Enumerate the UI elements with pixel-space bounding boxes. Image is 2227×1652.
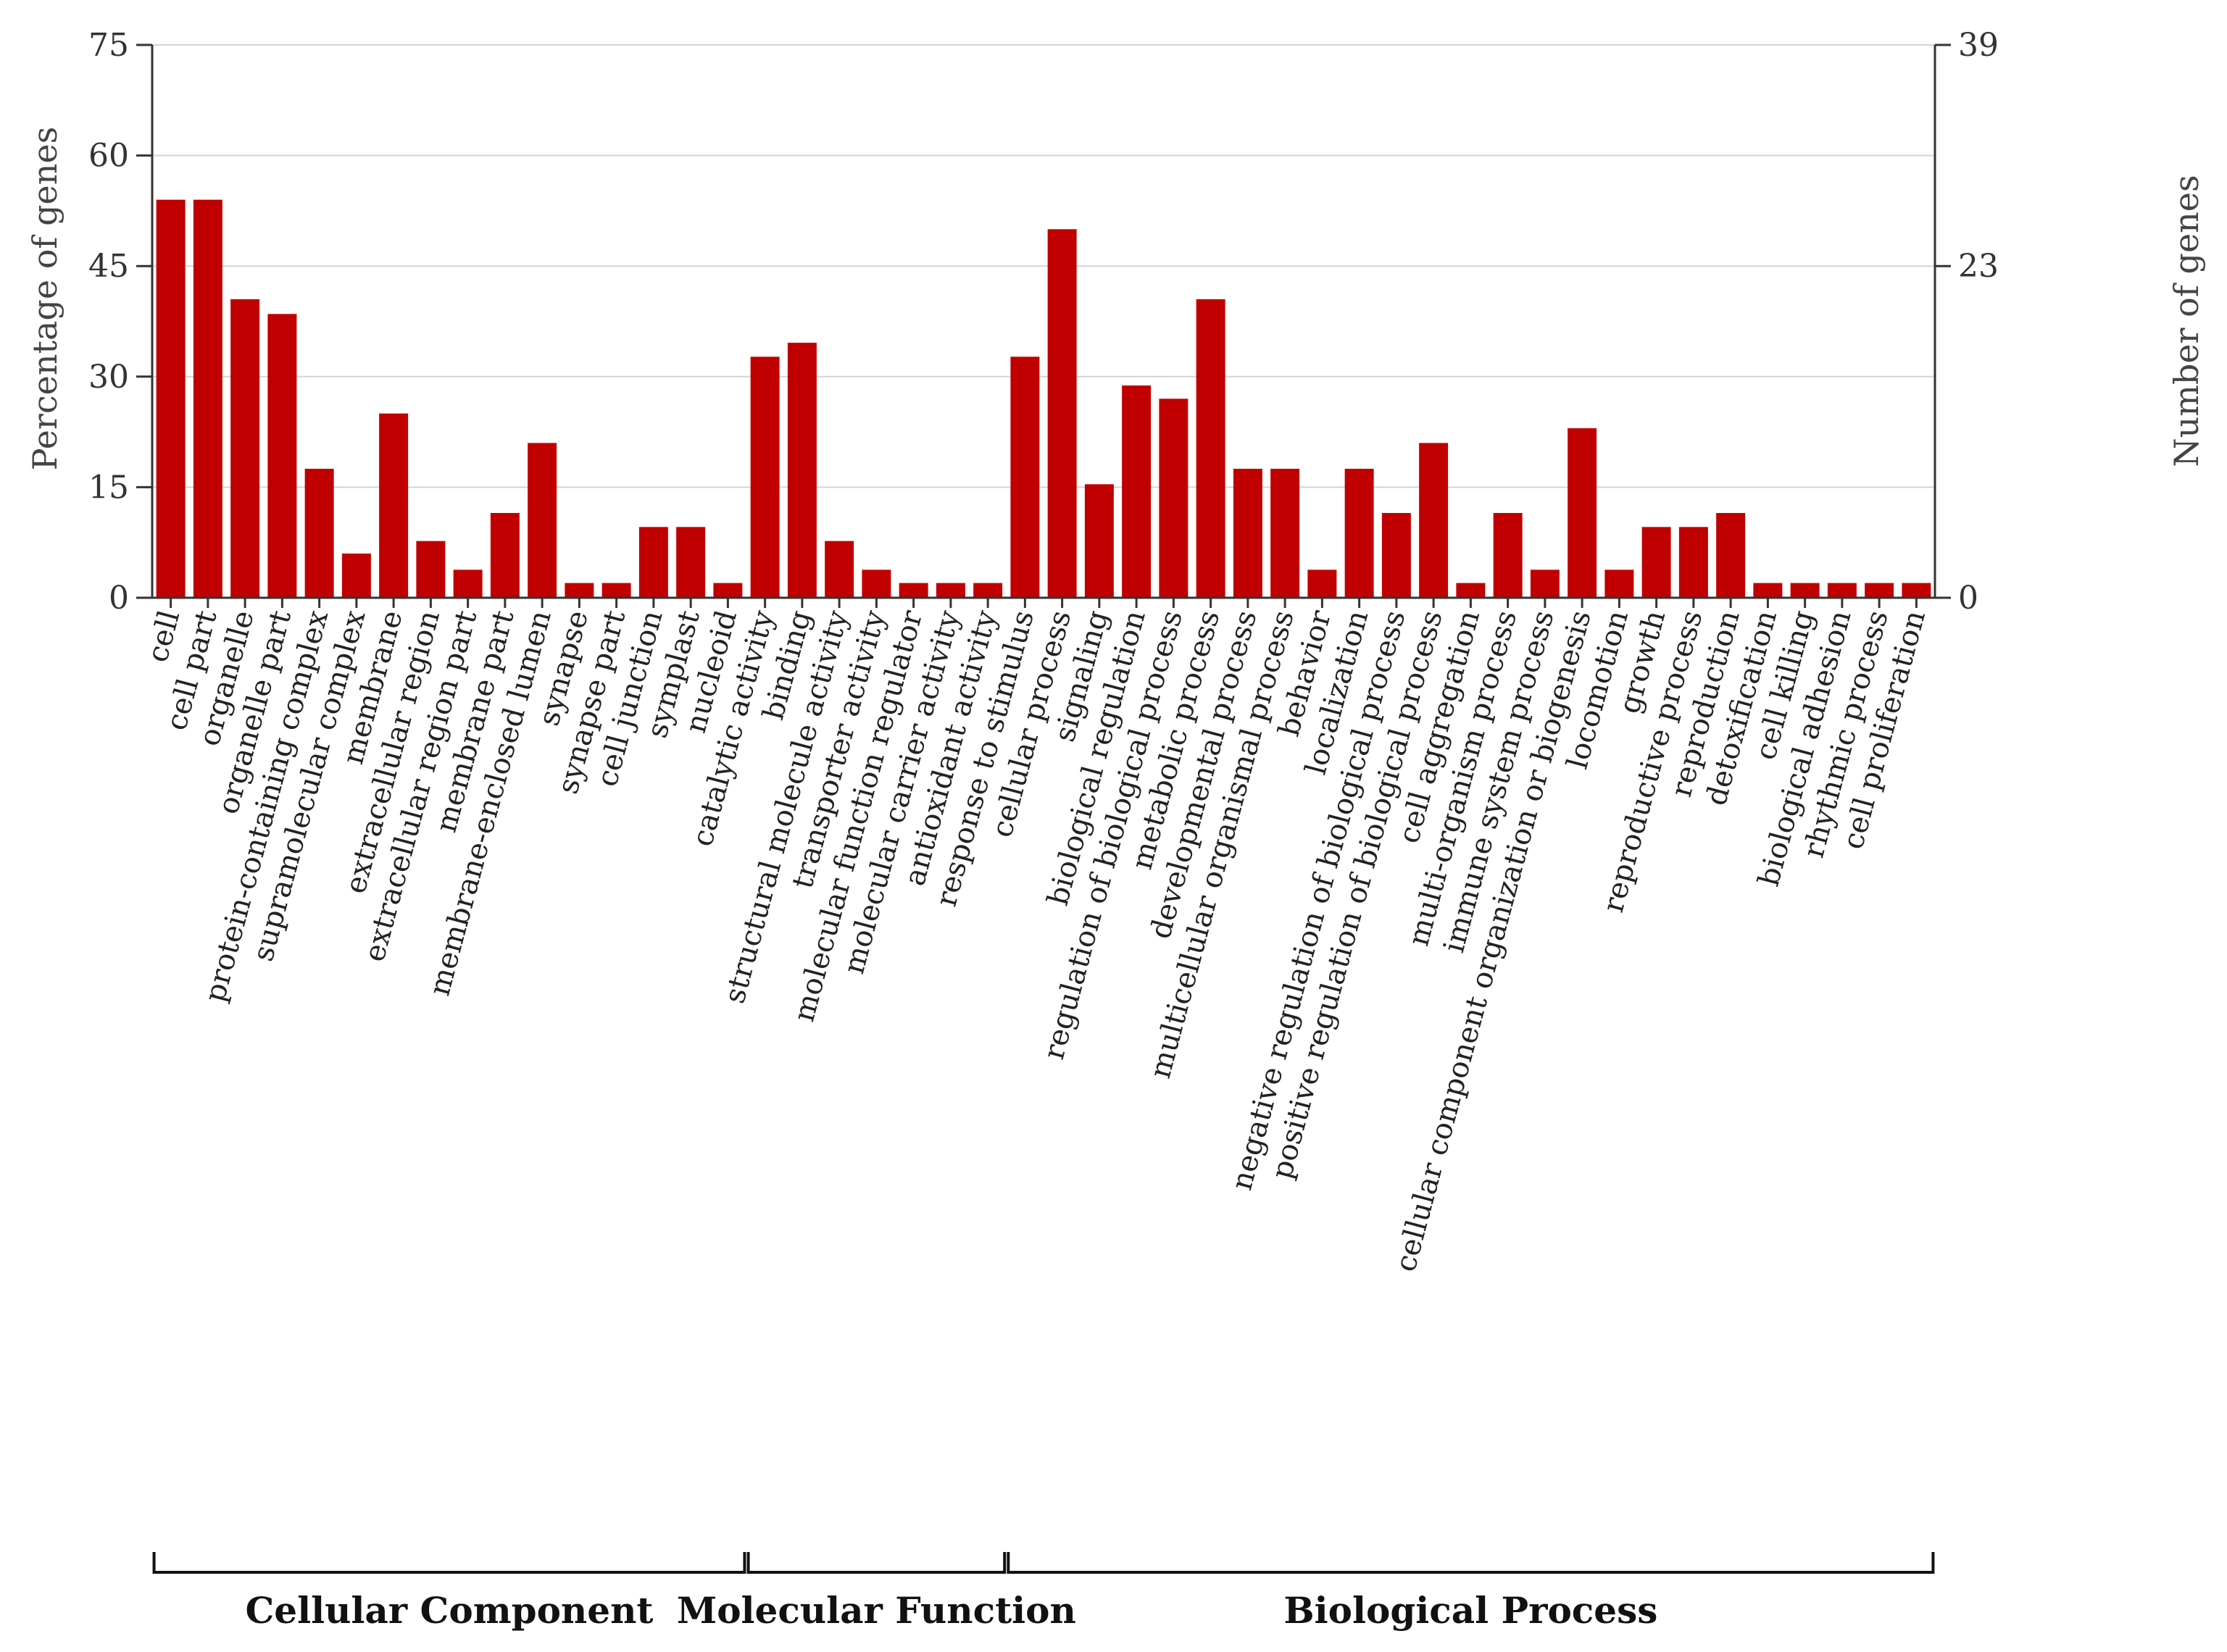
bar-5 xyxy=(341,553,371,598)
bar-30 xyxy=(1270,468,1300,598)
bar-0 xyxy=(156,199,186,598)
bar-26 xyxy=(1122,385,1152,598)
bar-37 xyxy=(1530,570,1560,598)
bar-35 xyxy=(1456,583,1486,598)
group-label: Cellular Component xyxy=(245,1589,653,1632)
bar-40 xyxy=(1641,527,1671,598)
bar-25 xyxy=(1084,484,1114,598)
left-tick-label: 0 xyxy=(109,580,129,617)
bar-21 xyxy=(936,583,965,598)
bar-32 xyxy=(1344,468,1374,598)
bar-12 xyxy=(602,583,631,598)
bar-6 xyxy=(379,413,409,598)
bar-36 xyxy=(1493,513,1523,598)
bar-1 xyxy=(193,199,222,598)
bar-10 xyxy=(528,443,557,598)
bar-7 xyxy=(416,541,446,598)
bar-18 xyxy=(825,541,854,598)
bar-16 xyxy=(750,356,780,598)
group-label: Biological Process xyxy=(1283,1589,1657,1632)
bar-15 xyxy=(713,583,743,598)
bar-19 xyxy=(862,570,891,598)
bar-33 xyxy=(1381,513,1411,598)
bar-41 xyxy=(1678,527,1708,598)
bar-28 xyxy=(1196,299,1225,598)
bar-20 xyxy=(899,583,928,598)
bar-2 xyxy=(230,299,260,598)
bar-39 xyxy=(1604,570,1634,598)
bar-24 xyxy=(1047,229,1077,598)
bar-38 xyxy=(1568,428,1597,598)
bar-45 xyxy=(1827,583,1857,598)
bar-23 xyxy=(1010,356,1040,598)
bars xyxy=(156,199,1931,598)
group-bracket-1 xyxy=(746,1552,1007,1574)
bar-8 xyxy=(453,570,483,598)
bar-44 xyxy=(1790,583,1820,598)
left-tick-label: 60 xyxy=(88,138,129,175)
bar-14 xyxy=(676,527,706,598)
bar-43 xyxy=(1753,583,1783,598)
bar-22 xyxy=(973,583,1003,598)
gridlines xyxy=(152,44,1935,488)
bar-29 xyxy=(1233,468,1262,598)
group-bracket-0 xyxy=(152,1552,746,1574)
bar-9 xyxy=(490,513,520,598)
y-axis-right-label: Number of genes xyxy=(2167,175,2206,467)
left-tick-labels: 0 15 30 45 60 75 xyxy=(88,27,129,617)
bar-11 xyxy=(565,583,594,598)
axes xyxy=(136,43,1951,608)
left-tick-label: 45 xyxy=(88,248,129,285)
bar-27 xyxy=(1159,399,1189,598)
left-tick-label: 15 xyxy=(88,469,129,506)
bar-34 xyxy=(1419,443,1449,598)
group-label: Molecular Function xyxy=(677,1589,1076,1632)
bar-42 xyxy=(1716,513,1746,598)
bar-17 xyxy=(787,343,817,598)
bar-31 xyxy=(1307,570,1337,598)
left-tick-label: 75 xyxy=(88,27,129,64)
group-bracket-2 xyxy=(1007,1552,1935,1574)
left-tick-label: 30 xyxy=(88,359,129,396)
right-tick-labels: 0 23 39 xyxy=(1958,27,1999,617)
right-tick-label: 39 xyxy=(1958,27,1999,64)
group-brackets: Cellular Component Molecular Function Biol… xyxy=(152,1552,1935,1632)
y-axis-left-label: Percentage of genes xyxy=(25,127,64,470)
bar-47 xyxy=(1902,583,1931,598)
right-tick-label: 0 xyxy=(1958,580,1978,617)
bar-3 xyxy=(267,314,297,598)
bar-4 xyxy=(304,468,334,598)
bar-46 xyxy=(1865,583,1894,598)
bar-13 xyxy=(638,527,668,598)
right-tick-label: 23 xyxy=(1958,248,1999,285)
